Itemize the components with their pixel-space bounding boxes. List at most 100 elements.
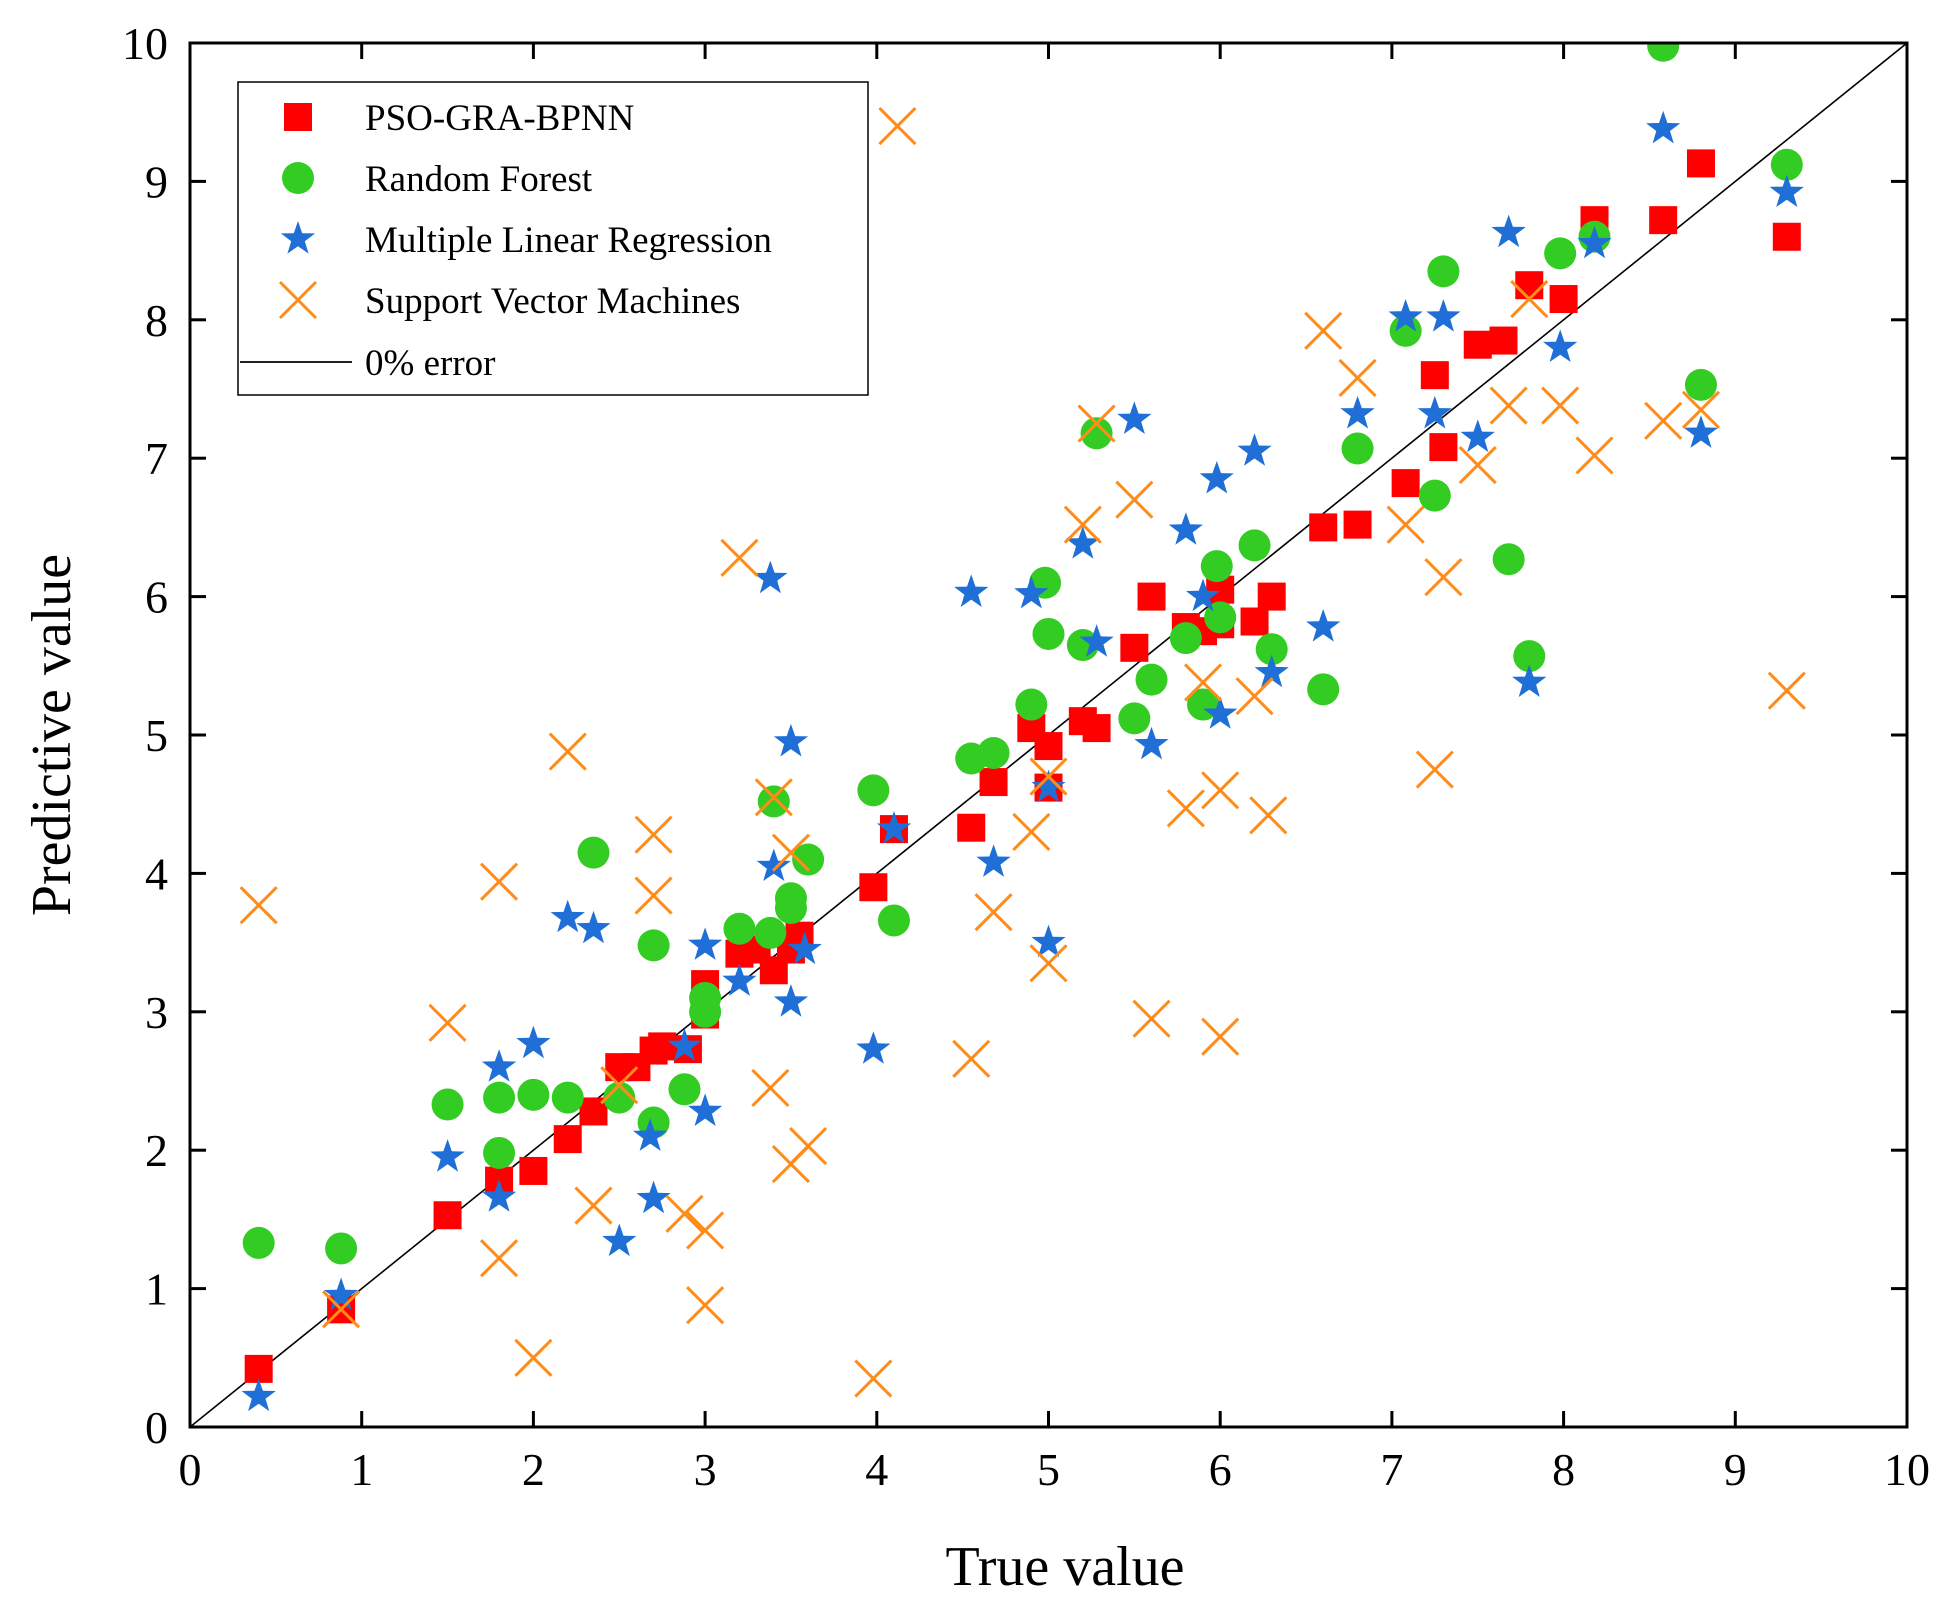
legend: PSO-GRA-BPNN Random Forest Multiple Linear… <box>237 81 869 396</box>
data-point <box>1031 924 1066 958</box>
data-point <box>574 1186 613 1225</box>
data-point <box>516 1025 551 1059</box>
data-point <box>577 836 610 869</box>
data-point <box>481 1049 517 1082</box>
data-point <box>1031 769 1066 803</box>
data-point <box>551 1081 584 1114</box>
data-point <box>1034 732 1063 761</box>
data-point <box>602 1223 637 1257</box>
data-point <box>688 927 723 960</box>
data-point <box>1515 271 1544 300</box>
data-point <box>1249 796 1288 835</box>
data-point <box>1549 285 1578 314</box>
data-point <box>637 929 670 962</box>
legend-label: PSO-GRA-BPNN <box>365 98 634 139</box>
data-point <box>239 886 278 925</box>
data-point <box>1418 479 1451 512</box>
data-point <box>1132 999 1171 1038</box>
x-tick-label: 9 <box>1724 1444 1747 1495</box>
data-point <box>1307 673 1340 706</box>
data-point <box>1015 688 1048 721</box>
data-point <box>242 1226 275 1259</box>
data-point <box>1240 607 1269 636</box>
legend-marker <box>282 162 314 194</box>
data-point <box>1169 622 1202 655</box>
data-point <box>857 774 890 807</box>
data-point <box>753 560 788 594</box>
data-point <box>1082 714 1111 743</box>
data-point <box>976 844 1011 877</box>
data-point <box>1199 461 1234 494</box>
data-point <box>1577 225 1612 259</box>
y-tick-label: 1 <box>145 1264 168 1315</box>
data-point <box>977 736 1010 769</box>
data-point <box>979 768 1008 797</box>
y-tick-label: 6 <box>145 572 168 623</box>
data-point <box>1544 237 1577 270</box>
data-point <box>324 1277 359 1311</box>
data-point <box>244 1354 273 1383</box>
data-point <box>636 1180 671 1214</box>
data-point <box>241 1378 276 1412</box>
legend-label: Support Vector Machines <box>365 281 740 322</box>
data-point <box>686 1211 725 1250</box>
data-point <box>634 815 673 854</box>
data-point <box>771 833 811 872</box>
data-point <box>974 893 1013 932</box>
x-tick-label: 5 <box>1037 1444 1060 1495</box>
data-point <box>1014 575 1049 609</box>
data-point <box>751 1068 790 1107</box>
y-tick-label: 2 <box>145 1125 168 1176</box>
data-point <box>878 106 917 146</box>
data-point <box>1135 663 1168 696</box>
axis-tick-labels: 0 1 2 3 4 5 6 7 8 9 10 0 1 2 3 4 5 6 7 8 9 10 <box>122 18 1930 1495</box>
data-point <box>1683 415 1719 448</box>
data-point <box>1115 480 1154 519</box>
data-point <box>553 1125 582 1154</box>
data-point <box>1168 512 1203 545</box>
data-point <box>952 1039 991 1078</box>
data-point <box>1120 633 1149 662</box>
data-point <box>1767 671 1806 710</box>
x-tick-label: 2 <box>522 1444 545 1495</box>
data-point <box>1237 433 1272 466</box>
data-point <box>1012 812 1051 851</box>
data-point <box>1203 696 1238 729</box>
data-point <box>667 1028 702 1061</box>
data-point <box>665 1194 704 1233</box>
data-point <box>479 1239 519 1278</box>
data-point <box>1029 944 1068 983</box>
legend-marker <box>280 221 316 254</box>
data-point <box>774 892 807 924</box>
y-tick-label: 9 <box>145 156 168 207</box>
data-point <box>325 1232 358 1265</box>
data-point <box>1185 578 1221 612</box>
data-point <box>1235 677 1274 716</box>
data-point <box>789 1126 828 1166</box>
data-point <box>1032 617 1065 650</box>
data-point <box>1769 174 1804 207</box>
data-point <box>722 963 757 996</box>
data-point <box>1166 789 1205 828</box>
data-point <box>1388 299 1423 332</box>
data-point <box>1543 329 1578 362</box>
data-point <box>1420 361 1449 390</box>
data-point <box>1427 255 1460 288</box>
data-point <box>1386 505 1425 544</box>
y-tick-label: 7 <box>145 433 168 484</box>
data-point <box>792 843 825 876</box>
x-tick-label: 7 <box>1380 1444 1403 1495</box>
legend-label: 0% error <box>365 343 495 384</box>
data-point <box>1644 401 1683 440</box>
data-point <box>856 1031 891 1064</box>
data-point <box>1772 222 1801 251</box>
data-point <box>1510 279 1549 319</box>
y-tick-label: 4 <box>145 848 168 899</box>
data-point <box>514 1338 553 1377</box>
x-tick-label: 6 <box>1209 1444 1232 1495</box>
data-point <box>754 916 787 949</box>
data-point <box>1306 609 1341 642</box>
data-point <box>757 785 790 818</box>
data-point <box>1065 526 1100 559</box>
data-point <box>481 1179 517 1212</box>
